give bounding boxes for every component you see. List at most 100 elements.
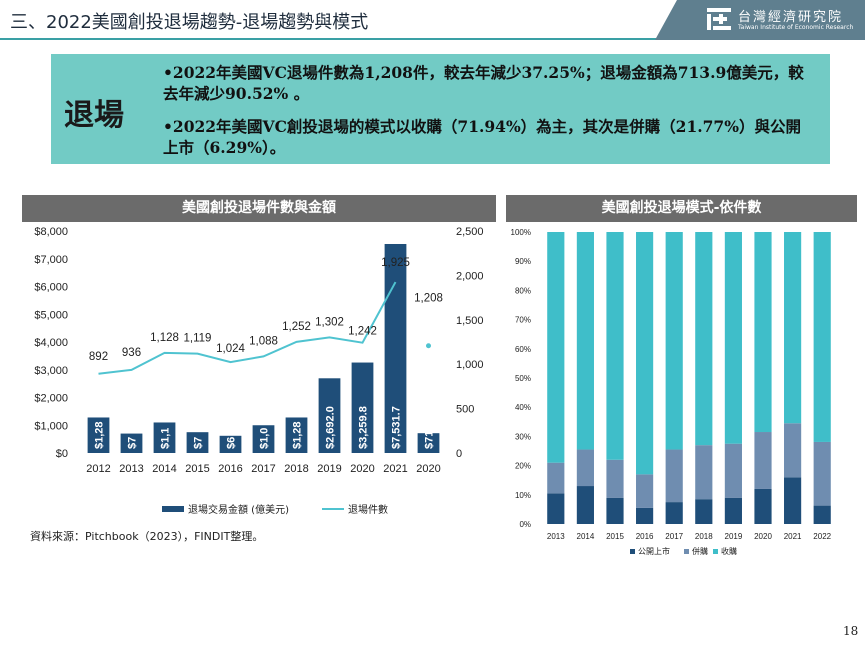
stack-segment-2 <box>547 232 565 463</box>
page-number: 18 <box>843 624 859 638</box>
stack-segment-2 <box>813 232 831 442</box>
line-value-label: 892 <box>89 351 108 363</box>
x-tick-label: 2021 <box>383 463 407 475</box>
line-value-label: 936 <box>122 347 141 359</box>
x-tick-label: 2021 <box>784 532 802 541</box>
x-tick-label: 2014 <box>577 532 595 541</box>
y-tick-label: 30% <box>515 432 531 441</box>
bar-value-label: $1,28 <box>94 421 106 449</box>
line-value-label: 1,088 <box>249 335 278 347</box>
stack-segment-2 <box>665 232 683 450</box>
legend-label: 併購 <box>692 546 708 556</box>
y-tick-label: $7,000 <box>34 254 68 266</box>
x-tick-label: 2016 <box>636 532 654 541</box>
stack-segment-0 <box>665 502 683 524</box>
stack-segment-1 <box>695 445 713 500</box>
x-tick-label: 2022 <box>813 532 831 541</box>
right-chart-title: 美國創投退場模式-依件數 <box>506 195 857 222</box>
y-tick-label: 20% <box>515 462 531 471</box>
x-tick-label: 2012 <box>86 463 110 475</box>
stack-segment-2 <box>754 232 772 433</box>
bar-exit-value <box>252 425 275 453</box>
x-tick-label: 2020 <box>754 532 772 541</box>
bar-value-label: $7,531.7 <box>391 406 403 449</box>
legend-swatch-bar <box>162 506 184 512</box>
stack-segment-2 <box>576 232 594 450</box>
stack-segment-2 <box>784 232 802 424</box>
summary-label: 退場 <box>64 98 124 133</box>
y-tick-label: $5,000 <box>34 309 68 321</box>
line-value-label: 1,024 <box>216 343 245 355</box>
x-tick-label: 2013 <box>119 463 143 475</box>
legend-swatch <box>713 549 718 554</box>
bar-value-label: $7 <box>127 437 139 449</box>
stack-segment-0 <box>547 493 565 524</box>
x-tick-label: 2014 <box>152 463 176 475</box>
bar-exit-value <box>417 433 440 453</box>
y2-tick-label: 1,500 <box>456 315 484 327</box>
x-tick-label: 2020 <box>416 463 440 475</box>
stack-segment-2 <box>636 232 654 475</box>
y-tick-label: 40% <box>515 403 531 412</box>
page-title: 三、2022美國創投退場趨勢-退場趨勢與模式 <box>10 12 369 33</box>
legend-label: 收購 <box>721 546 737 556</box>
stack-segment-0 <box>606 497 624 524</box>
stack-segment-1 <box>606 459 624 498</box>
x-tick-label: 2015 <box>606 532 624 541</box>
source-note: 資料來源：Pitchbook（2023），FINDIT整理。 <box>30 530 264 543</box>
y-tick-label: 70% <box>515 316 531 325</box>
bar-exit-value <box>318 378 341 453</box>
legend-swatch <box>684 549 689 554</box>
y-tick-label: 60% <box>515 345 531 354</box>
y-tick-label: $3,000 <box>34 365 68 377</box>
stack-segment-1 <box>784 423 802 478</box>
stack-segment-1 <box>636 474 654 508</box>
stack-segment-1 <box>576 449 594 487</box>
logo-text-cn: 台灣經濟研究院 <box>738 10 844 25</box>
legend-label: 退場交易金額 (億美元) <box>188 503 289 516</box>
y2-tick-label: 1,000 <box>456 359 484 371</box>
x-tick-label: 2020 <box>350 463 374 475</box>
legend-label: 退場件數 <box>348 503 388 516</box>
y-tick-label: 80% <box>515 286 531 295</box>
bar-exit-value <box>351 362 374 453</box>
y2-tick-label: 0 <box>456 448 462 460</box>
bar-value-label: $1,1 <box>160 428 172 449</box>
line-value-label: 1,208 <box>414 293 443 305</box>
y-tick-label: $2,000 <box>34 393 68 405</box>
y-tick-label: 50% <box>515 374 531 383</box>
bar-value-label: $1,28 <box>292 421 304 449</box>
y2-tick-label: 2,500 <box>456 226 484 238</box>
bar-value-label: $1,0 <box>259 428 271 449</box>
line-value-label: 1,925 <box>381 257 410 269</box>
y-tick-label: $1,000 <box>34 420 68 432</box>
line-value-label: 1,302 <box>315 316 344 328</box>
line-point-exit-count <box>426 343 431 349</box>
stack-segment-2 <box>606 232 624 460</box>
stack-segment-1 <box>547 462 565 494</box>
stack-segment-0 <box>636 507 654 524</box>
line-value-label: 1,119 <box>184 333 212 345</box>
bar-value-label: $2,692.0 <box>325 406 337 449</box>
y-tick-label: 0% <box>519 520 531 529</box>
logo-banner <box>655 0 865 40</box>
logo-text-en: Taiwan Institute of Economic Research <box>738 24 854 31</box>
bar-value-label: $3,259.8 <box>358 406 370 449</box>
stack-segment-0 <box>576 486 594 524</box>
line-value-label: 1,128 <box>150 332 179 344</box>
bar-exit-value <box>219 435 242 453</box>
x-tick-label: 2019 <box>725 532 743 541</box>
stack-segment-1 <box>665 449 683 503</box>
bar-exit-value <box>87 417 110 453</box>
header-bar <box>0 0 690 40</box>
x-tick-label: 2017 <box>251 463 275 475</box>
bar-exit-value <box>285 417 308 453</box>
page-header: 三、2022美國創投退場趨勢-退場趨勢與模式 台灣經濟研究院 Taiwan In… <box>0 0 865 40</box>
y-tick-label: 10% <box>515 491 531 500</box>
stack-segment-1 <box>724 443 742 498</box>
bar-exit-value <box>186 432 209 453</box>
bar-value-label: $6 <box>226 437 238 449</box>
x-tick-label: 2019 <box>317 463 341 475</box>
tier-logo-icon <box>707 8 731 30</box>
bar-value-label: $713.9 <box>424 415 436 449</box>
